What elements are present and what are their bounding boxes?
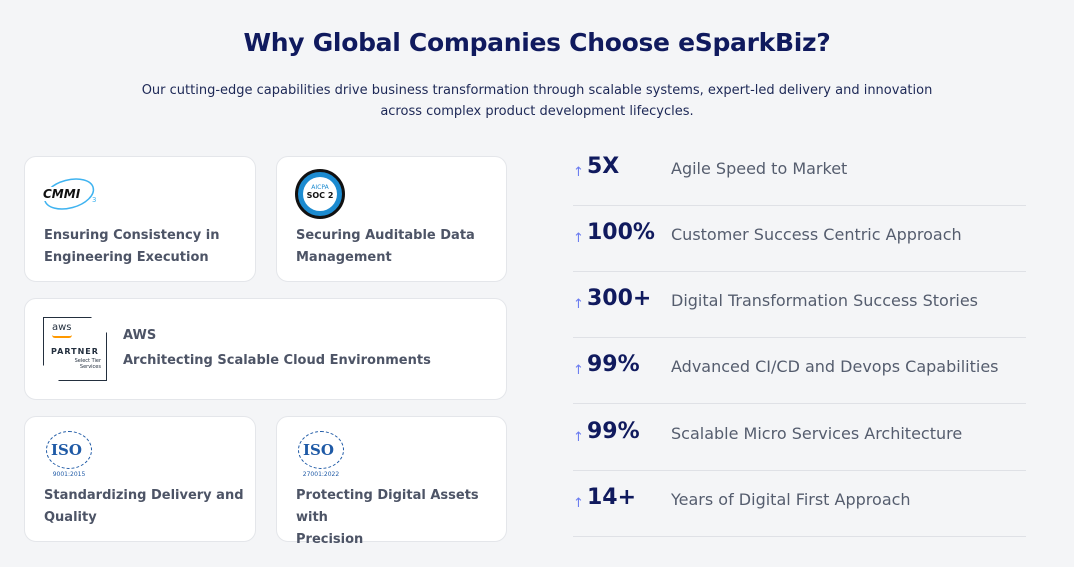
stat-label: Digital Transformation Success Stories [671,291,979,310]
aicpa-text: AICPA [311,184,329,191]
stat-value: 300+ [587,286,652,311]
stat-value: 5X [587,154,620,179]
card-text: Standardizing Delivery and [44,488,244,503]
stat-row: ↑ 5X Agile Speed to Market [573,140,1026,206]
arrow-up-icon: ↑ [573,363,584,378]
iso-logo: ISO 27001:2022 [295,431,347,481]
stat-value: 100% [587,220,655,245]
arrow-up-icon: ↑ [573,430,584,445]
arrow-up-icon: ↑ [573,165,584,180]
section-title: Why Global Companies Choose eSparkBiz? [243,28,831,57]
cmmi-logo-text: CMMI [43,187,81,201]
section-subtitle: Our cutting-edge capabilities drive busi… [0,80,1074,122]
iso27001-card: ISO 27001:2022 Protecting Digital Assets… [276,416,507,547]
stat-label: Customer Success Centric Approach [671,225,962,244]
card-text: Quality [44,510,97,525]
subtitle-line: Our cutting-edge capabilities drive busi… [141,83,933,98]
stat-label: Advanced CI/CD and Devops Capabilities [671,357,999,376]
subtitle-line: across complex product development lifec… [380,104,694,119]
soc2-badge: AICPA SOC 2 [295,169,345,219]
aws-title: AWS [123,328,157,343]
aws-card: aws PARTNER Select Tier Services AWS Arc… [24,298,507,400]
stat-label: Agile Speed to Market [671,159,848,178]
aws-smile-icon [52,335,72,338]
stat-label: Scalable Micro Services Architecture [671,424,963,443]
iso-standard: 27001:2022 [302,471,340,478]
card-text: Securing Auditable Data [296,228,475,243]
stat-row: ↑ 99% Advanced CI/CD and Devops Capabiliti… [573,338,1026,404]
cmmi-card: CMMI 3 Ensuring Consistency in Engineerin… [24,156,256,282]
arrow-up-icon: ↑ [573,231,584,246]
soc2-text: SOC 2 [306,191,334,200]
iso-text: ISO [51,441,82,459]
stat-label: Years of Digital First Approach [671,490,911,509]
stat-row: ↑ 100% Customer Success Centric Approach [573,206,1026,272]
aws-logo-text: aws [52,322,72,333]
partner-text: PARTNER [51,347,99,356]
cmmi-level: 3 [92,196,97,204]
iso-text: ISO [303,441,334,459]
aws-partner-badge: aws PARTNER Select Tier Services [43,317,107,381]
card-text: Ensuring Consistency in [44,228,220,243]
iso-logo: ISO 9001:2015 [43,431,95,481]
cmmi-logo: CMMI 3 [42,174,98,214]
stat-value: 14+ [587,485,637,510]
arrow-up-icon: ↑ [573,496,584,511]
card-text: Architecting Scalable Cloud Environments [123,353,431,368]
card-text: Engineering Execution [44,250,209,265]
card-text: Protecting Digital Assets with [296,488,479,525]
arrow-up-icon: ↑ [573,297,584,312]
soc2-card: AICPA SOC 2 Securing Auditable Data Manag… [276,156,507,282]
tier-text: Select Tier Services [74,358,101,370]
stat-value: 99% [587,352,640,377]
stat-value: 99% [587,419,640,444]
card-text: Management [296,250,392,265]
stat-row: ↑ 300+ Digital Transformation Success Stor… [573,272,1026,338]
stat-row: ↑ 14+ Years of Digital First Approach [573,471,1026,537]
iso-standard: 9001:2015 [52,471,86,478]
stat-row: ↑ 99% Scalable Micro Services Architecture [573,405,1026,471]
card-text: Precision [296,532,364,547]
iso9001-card: ISO 9001:2015 Standardizing Delivery and… [24,416,256,542]
